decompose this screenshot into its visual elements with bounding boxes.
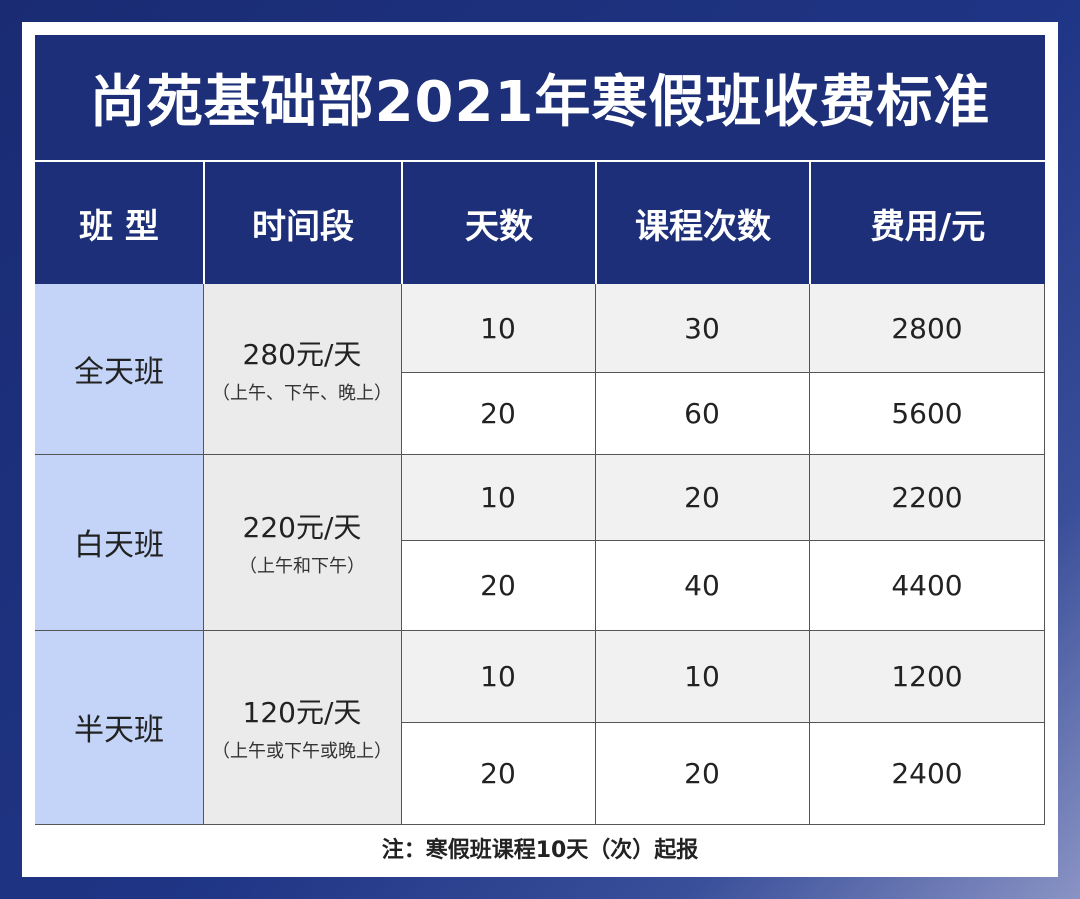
sessions-cell: 10 [684, 659, 720, 693]
sessions-cell: 30 [684, 311, 720, 345]
time-period-day: 220元/天 （上午和下午） [203, 454, 401, 630]
header-fee: 费用/元 [870, 206, 986, 247]
class-type-day: 白天班 [74, 528, 164, 563]
grid-line [809, 284, 810, 824]
grid-line [595, 284, 596, 824]
days-cell: 10 [480, 311, 516, 345]
sessions-cell: 20 [684, 756, 720, 790]
header-divider [401, 162, 403, 284]
row-divider [401, 722, 1045, 723]
row-divider [401, 372, 1045, 373]
row-divider [401, 540, 1045, 541]
time-period-half-day: 120元/天 （上午或下午或晚上） [203, 630, 401, 824]
group-divider [35, 454, 1045, 455]
fee-cell: 2200 [891, 480, 963, 514]
grid-line [203, 284, 204, 824]
row-stripe [401, 630, 1045, 722]
time-period-column [203, 284, 401, 824]
daily-rate: 220元/天 [242, 511, 362, 544]
header-divider [809, 162, 811, 284]
header-divider [595, 162, 597, 284]
days-cell: 10 [480, 480, 516, 514]
sessions-cell: 20 [684, 480, 720, 514]
row-stripe [401, 454, 1045, 540]
class-type-full-day: 全天班 [74, 355, 164, 390]
class-type-half-day: 半天班 [74, 713, 164, 748]
header-divider [203, 162, 205, 284]
table-header: 班 型 时间段 天数 课程次数 费用/元 [35, 162, 1045, 284]
days-cell: 20 [480, 568, 516, 602]
grid-line [401, 284, 402, 824]
days-cell: 20 [480, 396, 516, 430]
fee-cell: 5600 [891, 396, 963, 430]
sessions-cell: 60 [684, 396, 720, 430]
fee-cell: 2400 [891, 756, 963, 790]
sessions-cell: 40 [684, 568, 720, 602]
pricing-card: 尚苑基础部2021年寒假班收费标准 班 型 时间段 天数 课程次数 费用/元 [22, 22, 1058, 877]
fee-cell: 2800 [891, 311, 963, 345]
header-days: 天数 [465, 206, 533, 247]
group-divider [35, 630, 1045, 631]
days-cell: 10 [480, 659, 516, 693]
days-cell: 20 [480, 756, 516, 790]
class-type-column [35, 284, 203, 824]
grid-line [1044, 284, 1045, 824]
title-divider [35, 160, 1045, 162]
row-stripe [401, 284, 1045, 372]
footnote: 注：寒假班课程10天（次）起报 [381, 838, 699, 863]
header-time-period: 时间段 [252, 206, 354, 247]
time-period-full-day: 280元/天 （上午、下午、晚上） [203, 284, 401, 454]
header-class-type: 班 型 [79, 206, 159, 247]
values-area [401, 284, 1045, 824]
daily-rate: 120元/天 [242, 696, 362, 729]
time-note: （上午或下午或晚上） [212, 741, 392, 762]
daily-rate: 280元/天 [242, 338, 362, 371]
header-sessions: 课程次数 [635, 206, 771, 247]
fee-cell: 4400 [891, 568, 963, 602]
page-title: 尚苑基础部2021年寒假班收费标准 [35, 35, 1045, 160]
time-note: （上午和下午） [239, 556, 365, 577]
fee-cell: 1200 [891, 659, 963, 693]
time-note: （上午、下午、晚上） [212, 383, 392, 404]
pricing-table: 全天班 280元/天 （上午、下午、晚上） 10 30 2800 20 60 5… [35, 284, 1045, 825]
